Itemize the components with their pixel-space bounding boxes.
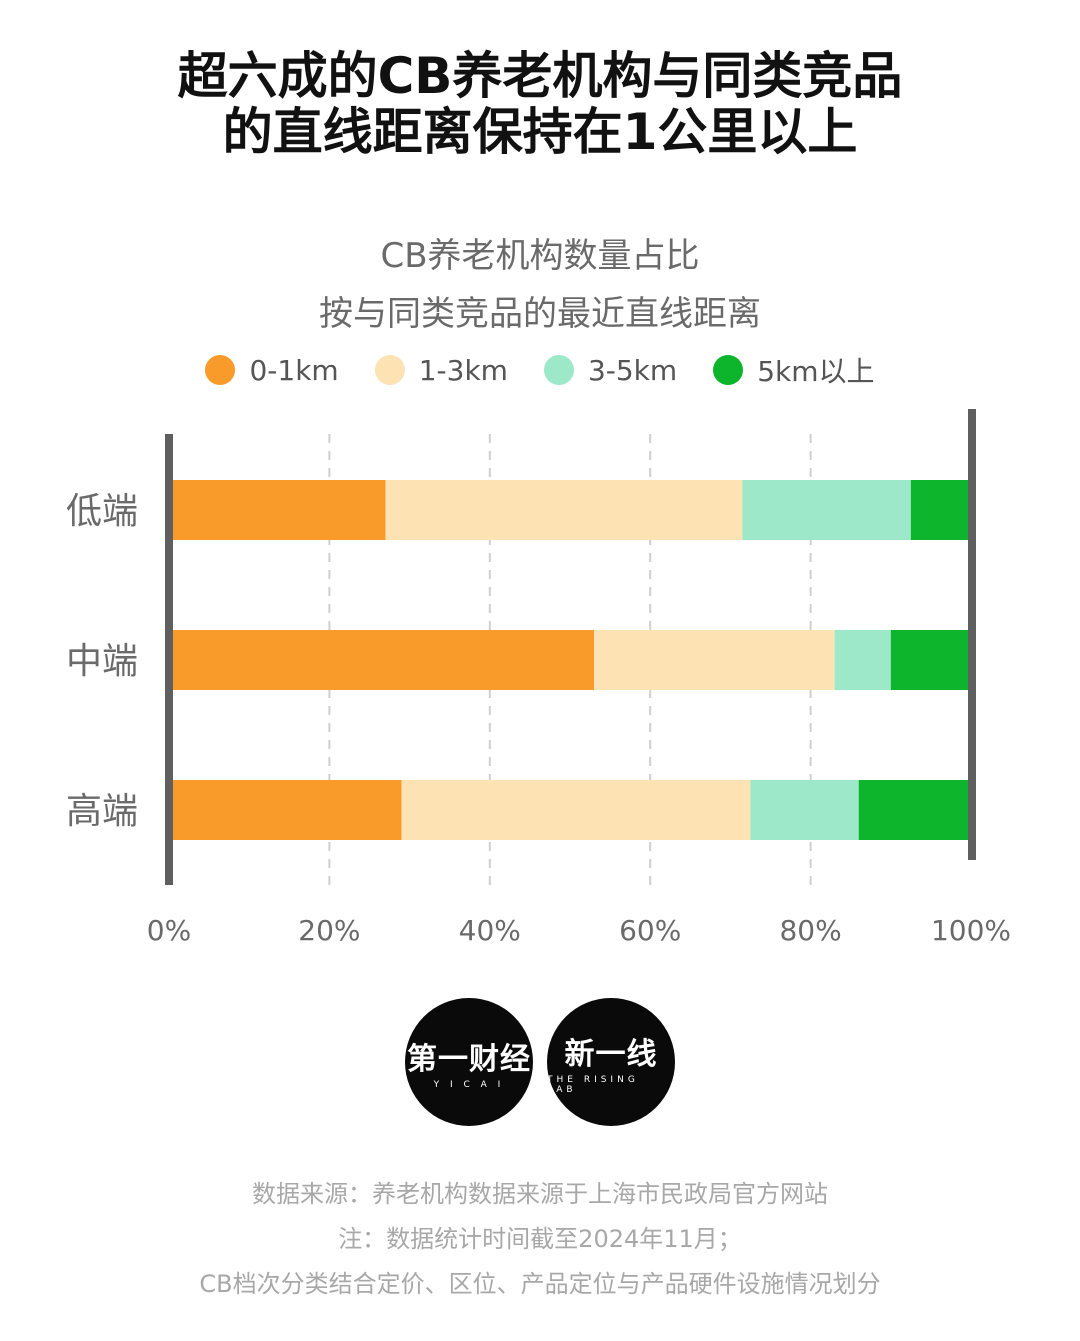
legend-swatch: [543, 355, 574, 385]
rising-lab-logo: 新一线 THE RISING LAB: [547, 998, 675, 1126]
yicai-logo-subtext: Y I C A I: [433, 1080, 505, 1090]
bar-segment: [169, 480, 386, 540]
headline-line-2: 的直线距离保持在1公里以上: [222, 103, 858, 161]
legend-item: 5km以上: [713, 350, 875, 390]
bar-segment: [750, 780, 859, 840]
bar-segment: [742, 480, 911, 540]
category-label: 低端: [66, 491, 138, 532]
footnote-classification: CB档次分类结合定价、区位、产品定位与产品硬件设施情况划分: [199, 1270, 881, 1298]
legend-label: 5km以上: [757, 355, 875, 388]
bar-segment: [858, 780, 971, 840]
legend-label: 1-3km: [418, 353, 508, 387]
headline: 超六成的CB养老机构与同类竞品 的直线距离保持在1公里以上: [0, 48, 1080, 160]
category-label: 高端: [66, 791, 138, 832]
rising-lab-logo-text: 新一线: [564, 1037, 658, 1072]
logo-row: 第一财经 Y I C A I 新一线 THE RISING LAB: [0, 998, 1080, 1126]
rising-lab-logo-subtext: THE RISING LAB: [547, 1075, 639, 1095]
x-tick-label: 100%: [931, 914, 1011, 947]
legend-label: 3-5km: [587, 353, 678, 387]
legend-swatch: [713, 355, 744, 385]
x-tick-label: 0%: [147, 914, 191, 947]
chart-title: CB养老机构数量占比: [380, 236, 700, 276]
headline-line-1: 超六成的CB养老机构与同类竞品: [177, 47, 903, 105]
bar-segment: [401, 780, 751, 840]
legend-item: 3-5km: [543, 350, 678, 390]
chart-legend: 0-1km 1-3km 3-5km 5km以上: [0, 350, 1080, 390]
legend-item: 1-3km: [374, 350, 508, 390]
bar-segment: [169, 630, 595, 690]
footnote-date: 注：数据统计时间截至2024年11月；: [338, 1225, 742, 1253]
bar-segment: [910, 480, 971, 540]
x-tick-label: 80%: [779, 914, 841, 947]
bar-segment: [834, 630, 891, 690]
legend-swatch: [374, 355, 405, 385]
bar-segment: [594, 630, 835, 690]
bar-segment: [890, 630, 971, 690]
bar-segment: [385, 480, 743, 540]
category-label: 中端: [66, 641, 138, 682]
x-tick-label: 60%: [619, 914, 681, 947]
x-tick-label: 20%: [298, 914, 360, 947]
yicai-logo: 第一财经 Y I C A I: [405, 998, 533, 1126]
footnotes: 数据来源：养老机构数据来源于上海市民政局官方网站 注：数据统计时间截至2024年…: [0, 1172, 1080, 1307]
bar-segment: [169, 780, 402, 840]
chart-subtitle: 按与同类竞品的最近直线距离: [319, 294, 761, 334]
legend-label: 0-1km: [249, 353, 339, 387]
y-axis-left: [165, 434, 173, 885]
legend-swatch: [205, 355, 236, 385]
legend-item: 0-1km: [205, 350, 339, 390]
axis-right: [968, 409, 976, 860]
footnote-source: 数据来源：养老机构数据来源于上海市民政局官方网站: [252, 1180, 828, 1208]
yicai-logo-text: 第一财经: [407, 1042, 531, 1077]
x-tick-label: 40%: [459, 914, 521, 947]
